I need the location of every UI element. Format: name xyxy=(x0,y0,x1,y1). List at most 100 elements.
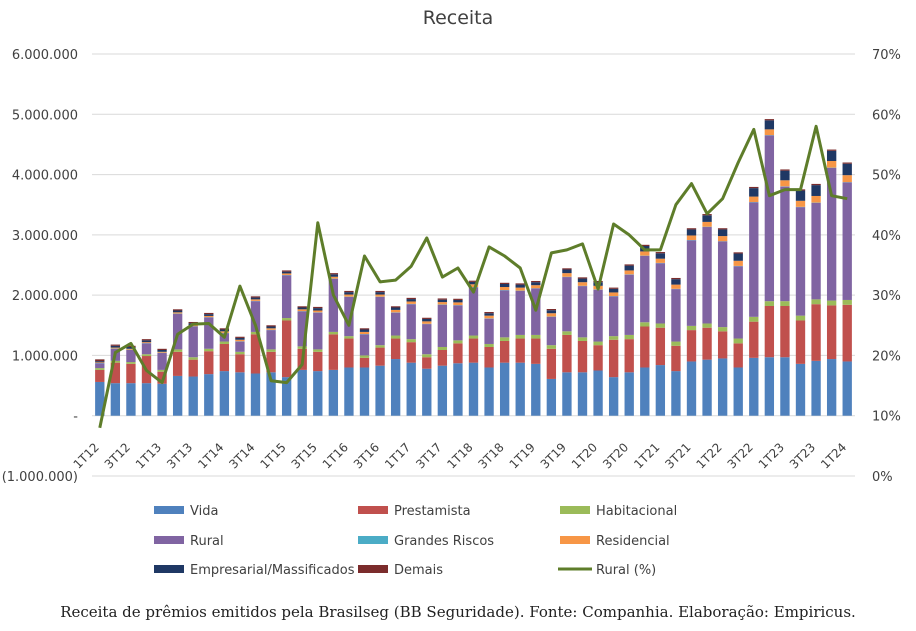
bar-segment-rural xyxy=(655,263,666,324)
bar-segment-rural xyxy=(577,286,588,338)
bar-segment-habitacional xyxy=(780,301,790,306)
bar-segment-prestamista xyxy=(235,354,245,373)
bar-segment-vida xyxy=(95,381,105,416)
bar-segment-demais xyxy=(640,244,650,247)
bar-segment-demais xyxy=(110,344,121,346)
x-tick-label: 1T20 xyxy=(569,440,600,471)
bar-segment-habitacional xyxy=(437,346,448,351)
bar-segment-residencial xyxy=(235,339,245,342)
bar-segment-empresarial-massificados xyxy=(328,274,339,277)
bar-segment-vida xyxy=(655,365,666,416)
bar-segment-demais xyxy=(281,270,292,272)
bar-segment-habitacional xyxy=(484,343,494,347)
bar-segment-vida xyxy=(717,358,728,416)
bar-segment-habitacional xyxy=(328,331,339,335)
bar-segment-prestamista xyxy=(499,340,510,363)
y-tick-label: 5.000.000 xyxy=(12,108,78,123)
bar-segment-vida xyxy=(313,371,323,416)
bar-segment-habitacional xyxy=(546,345,557,349)
bar-segment-empresarial-massificados xyxy=(313,308,323,311)
legend-label: Grandes Riscos xyxy=(394,534,494,549)
bar-segment-prestamista xyxy=(577,340,588,373)
bar-segment-vida xyxy=(328,369,339,416)
y2-tick-label: 40% xyxy=(872,229,901,244)
bar-segment-demais xyxy=(655,252,666,254)
bar-segment-habitacional xyxy=(468,335,479,339)
bar-segment-residencial xyxy=(328,276,339,279)
bar-segment-empresarial-massificados xyxy=(453,299,463,303)
bar-segment-residencial xyxy=(608,292,619,297)
bar-segment-residencial xyxy=(359,331,370,335)
bar-segment-empresarial-massificados xyxy=(499,283,510,288)
bar-segment-demais xyxy=(250,296,261,298)
bar-segment-prestamista xyxy=(795,320,806,364)
legend-swatch xyxy=(358,536,388,544)
bar-segment-demais xyxy=(515,283,525,285)
x-tick-label: 3T22 xyxy=(725,440,756,471)
legend-swatch xyxy=(358,565,388,573)
x-tick-label: 1T15 xyxy=(257,440,288,471)
bar-segment-prestamista xyxy=(266,351,276,373)
bar-segment-vida xyxy=(577,372,588,416)
bar-segment-rural xyxy=(686,240,697,326)
legend-label: Rural xyxy=(190,534,224,549)
bar-segment-demais xyxy=(344,290,354,293)
bar-segment-empresarial-massificados xyxy=(250,297,261,300)
bar-segment-rural xyxy=(842,182,852,300)
bar-segment-demais xyxy=(266,325,276,327)
bar-segment-prestamista xyxy=(717,331,728,359)
bar-segment-rural xyxy=(281,275,292,319)
bar-segment-habitacional xyxy=(811,299,821,305)
bar-segment-demais xyxy=(764,119,775,121)
y-tick-label: 3.000.000 xyxy=(12,229,78,244)
revenue-chart: Receita (1.000.000) - 1.000.000 2.000.000 3.… xyxy=(2,7,901,578)
bar-segment-empresarial-massificados xyxy=(546,310,557,314)
bar-segment-empresarial-massificados xyxy=(297,307,307,310)
bar-segment-demais xyxy=(204,312,214,315)
bar-segment-habitacional xyxy=(717,327,728,332)
bar-segment-rural xyxy=(702,227,712,324)
bar-segment-prestamista xyxy=(562,334,572,373)
bar-segment-habitacional xyxy=(499,337,510,341)
bar-segment-prestamista xyxy=(702,327,712,360)
bar-segment-residencial xyxy=(717,236,728,242)
bar-segment-empresarial-massificados xyxy=(390,307,401,310)
legend: Vida Prestamista Habitacional Rural Grandes … xyxy=(154,504,677,578)
legend-label: Prestamista xyxy=(394,504,471,519)
x-tick-label: 1T21 xyxy=(631,440,662,471)
bar-segment-demais xyxy=(422,317,432,319)
bar-segment-prestamista xyxy=(375,347,385,366)
bar-segment-residencial xyxy=(531,285,541,289)
bar-segment-vida xyxy=(297,369,307,416)
x-axis: 1T12 3T12 1T13 3T13 1T14 3T14 1T15 3T15 1T16 3T16… xyxy=(71,440,850,471)
bar-segment-habitacional xyxy=(375,345,385,348)
bar-segment-rural xyxy=(235,341,245,352)
bar-segment-vida xyxy=(593,370,603,416)
bar-segment-demais xyxy=(531,280,541,283)
bar-segment-demais xyxy=(437,298,448,300)
bar-segment-prestamista xyxy=(764,305,775,358)
bar-segment-rural xyxy=(749,202,759,317)
bar-segment-rural xyxy=(531,288,541,335)
x-tick-label: 1T13 xyxy=(133,440,164,471)
bar-segment-rural xyxy=(95,363,105,369)
bar-segment-vida xyxy=(624,372,634,416)
y2-tick-label: 50% xyxy=(872,169,901,184)
bar-segment-empresarial-massificados xyxy=(531,282,541,286)
bar-segment-residencial xyxy=(702,221,712,227)
bar-segment-demais xyxy=(749,186,759,189)
bar-segment-habitacional xyxy=(281,318,292,321)
bar-segment-demais xyxy=(484,312,494,314)
bar-segment-rural xyxy=(608,296,619,337)
bar-segment-vida xyxy=(749,357,759,416)
bar-segment-rural xyxy=(250,301,261,332)
bar-segment-vida xyxy=(811,360,821,416)
bar-segment-habitacional xyxy=(110,360,121,363)
bar-segment-residencial xyxy=(826,161,837,168)
bar-segment-habitacional xyxy=(702,323,712,328)
bar-segment-empresarial-massificados xyxy=(157,350,167,352)
bar-segment-habitacional xyxy=(453,340,463,344)
bar-segment-prestamista xyxy=(640,326,650,368)
bar-segment-empresarial-massificados xyxy=(671,279,681,285)
bar-segment-rural xyxy=(717,241,728,328)
